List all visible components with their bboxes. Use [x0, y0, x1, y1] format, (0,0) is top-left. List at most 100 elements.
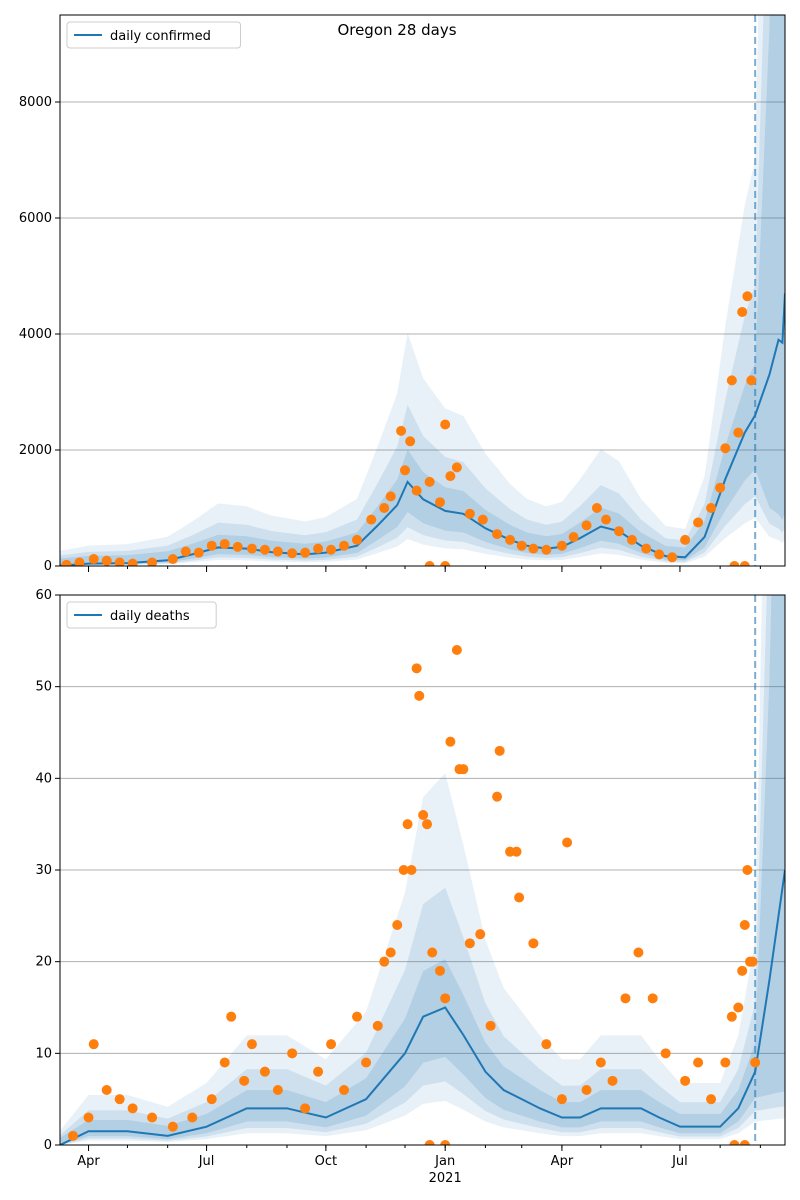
- data-point: [287, 548, 298, 559]
- data-point: [660, 1048, 671, 1059]
- band-2: [60, 595, 785, 1145]
- data-point: [414, 690, 425, 701]
- legend-box: [66, 601, 217, 629]
- band-2: [60, 15, 785, 566]
- data-point: [613, 526, 624, 537]
- data-point: [272, 546, 283, 557]
- band-0: [60, 595, 785, 1145]
- data-point: [726, 1011, 737, 1022]
- data-point: [219, 538, 230, 549]
- y-tick-label: 2000: [19, 443, 52, 458]
- data-point: [528, 543, 539, 554]
- data-point: [667, 552, 678, 563]
- uncertainty-bands: [60, 595, 785, 1145]
- legend: daily confirmed: [66, 21, 241, 49]
- data-point: [746, 375, 757, 386]
- data-point: [451, 462, 462, 473]
- data-point: [427, 947, 438, 958]
- data-point: [556, 1094, 567, 1105]
- data-point: [379, 956, 390, 967]
- data-point: [246, 1039, 257, 1050]
- y-tick-label: 4000: [19, 327, 52, 342]
- data-point: [556, 540, 567, 551]
- y-tick-label: 40: [35, 771, 52, 786]
- data-point: [406, 865, 417, 875]
- data-point: [693, 517, 704, 528]
- data-point: [568, 532, 579, 542]
- data-point: [720, 443, 731, 454]
- data-point: [445, 471, 456, 482]
- data-point: [581, 520, 592, 531]
- data-point: [562, 837, 573, 848]
- data-point: [226, 1011, 237, 1022]
- data-point: [246, 543, 257, 554]
- data-point: [272, 1085, 283, 1095]
- data-point: [440, 561, 451, 566]
- data-point: [706, 503, 717, 513]
- data-point: [739, 561, 750, 566]
- data-point: [494, 745, 505, 756]
- data-point: [475, 929, 486, 940]
- y-tick-label: 30: [35, 863, 52, 878]
- data-point: [167, 1121, 178, 1132]
- data-point: [440, 1140, 451, 1145]
- data-point: [733, 427, 744, 438]
- data-point: [440, 419, 451, 430]
- data-point: [147, 1112, 158, 1123]
- data-point: [626, 534, 637, 545]
- x-tick-label: Apr: [551, 1154, 574, 1169]
- data-point: [398, 865, 409, 875]
- data-point: [259, 544, 270, 555]
- data-point: [750, 1057, 761, 1068]
- data-point: [641, 543, 652, 554]
- data-point: [352, 534, 363, 545]
- data-point: [424, 1140, 435, 1145]
- data-point: [339, 540, 350, 551]
- x-tick-label: Jul: [671, 1154, 688, 1169]
- data-point: [422, 819, 433, 830]
- data-point: [372, 1020, 383, 1031]
- data-point: [424, 561, 435, 566]
- confirmed-panel: 0 2000 4000 6000 8000 Oregon 28 days daily con…: [19, 14, 786, 574]
- data-point: [88, 1039, 99, 1050]
- x-tick-label: Jul: [198, 1154, 215, 1169]
- axes-frame: [59, 14, 786, 567]
- data-point: [647, 993, 658, 1004]
- data-point: [101, 1085, 112, 1095]
- data-point: [127, 1103, 138, 1114]
- data-point: [620, 993, 631, 1004]
- y-tick-label: 50: [35, 680, 52, 695]
- series-line: [60, 869, 785, 1145]
- data-point: [424, 476, 435, 487]
- data-point: [402, 819, 413, 830]
- y-tick-label: 6000: [19, 211, 52, 226]
- year-label: 2021: [429, 1171, 462, 1186]
- data-point: [287, 1048, 298, 1059]
- observed-points: [67, 645, 761, 1145]
- data-point: [581, 1085, 592, 1095]
- data-point: [715, 482, 726, 493]
- data-point: [127, 558, 138, 566]
- data-point: [300, 1103, 311, 1114]
- data-point: [259, 1066, 270, 1077]
- data-point: [326, 1039, 337, 1050]
- data-point: [440, 993, 451, 1004]
- data-point: [379, 503, 390, 513]
- data-point: [219, 1057, 230, 1068]
- data-point: [114, 557, 125, 566]
- data-point: [464, 508, 475, 519]
- legend-box: [66, 21, 241, 49]
- data-point: [720, 1057, 731, 1068]
- data-point: [492, 529, 503, 540]
- y-tick-label: 0: [44, 1138, 52, 1153]
- data-point: [300, 547, 311, 558]
- data-point: [88, 554, 99, 565]
- data-point: [528, 938, 539, 949]
- data-point: [385, 947, 396, 958]
- data-point: [742, 865, 753, 875]
- data-point: [418, 810, 429, 820]
- data-point: [313, 543, 324, 554]
- data-point: [511, 846, 522, 857]
- y-tick-label: 60: [35, 588, 52, 603]
